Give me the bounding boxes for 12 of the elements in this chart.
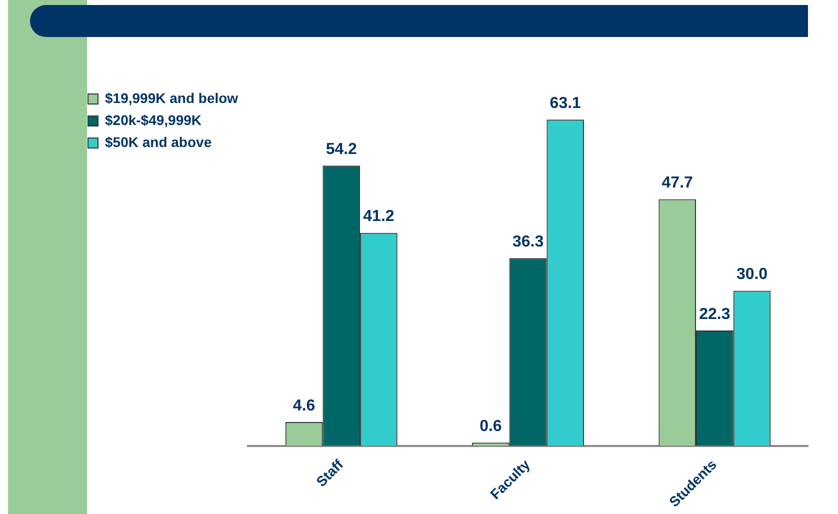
- legend-label: $50K and above: [105, 134, 212, 150]
- data-label: 63.1: [550, 95, 582, 112]
- data-label: 4.6: [292, 397, 316, 414]
- data-label: 22.3: [699, 306, 730, 323]
- legend-label: $20k-$49,999K: [105, 112, 202, 128]
- data-label: 36.3: [512, 234, 544, 251]
- data-label: 0.6: [480, 418, 502, 436]
- legend-label: $19,999K and below: [105, 90, 238, 106]
- data-label: 41.2: [363, 208, 394, 226]
- data-label: 54.2: [326, 141, 358, 158]
- data-label: 47.7: [662, 174, 694, 192]
- data-label: 30.0: [736, 266, 768, 284]
